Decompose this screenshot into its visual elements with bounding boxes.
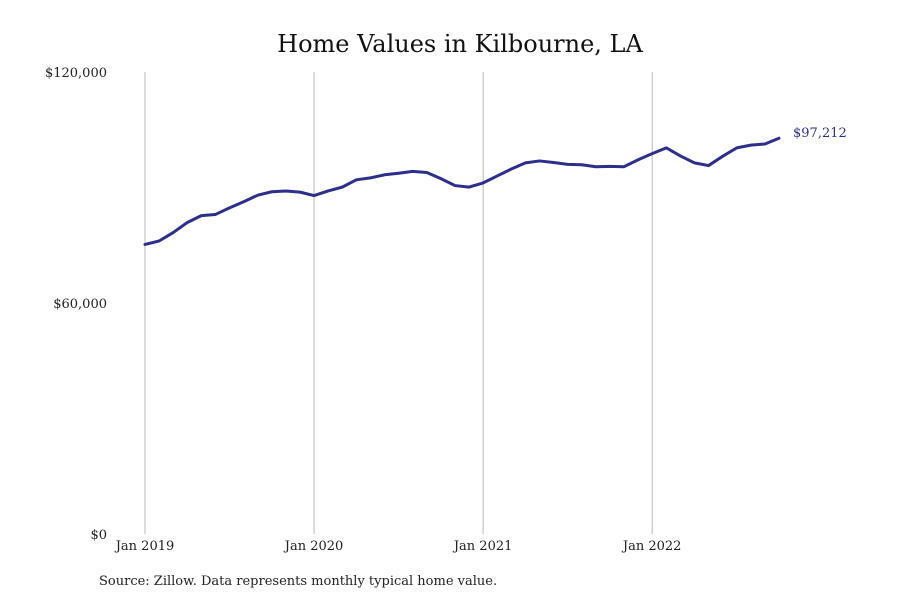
chart-title: Home Values in Kilbourne, LA [277, 30, 643, 58]
x-tick-label: Jan 2021 [452, 539, 513, 554]
x-axis-tick-labels: Jan 2019 Jan 2020 Jan 2021 Jan 2022 [114, 539, 682, 554]
vertical-gridlines [144, 72, 653, 534]
x-tick-label: Jan 2020 [283, 539, 344, 554]
y-tick-label: $0 [90, 528, 107, 543]
y-axis-tick-labels: $0 $60,000 $120,000 [45, 66, 107, 543]
end-value-label: $97,212 [793, 126, 847, 141]
y-tick-label: $60,000 [53, 297, 107, 312]
x-tick-label: Jan 2019 [114, 539, 175, 554]
home-value-series-line [143, 136, 781, 246]
y-tick-label: $120,000 [45, 66, 107, 81]
source-note: Source: Zillow. Data represents monthly … [99, 574, 497, 589]
x-tick-label: Jan 2022 [621, 539, 682, 554]
